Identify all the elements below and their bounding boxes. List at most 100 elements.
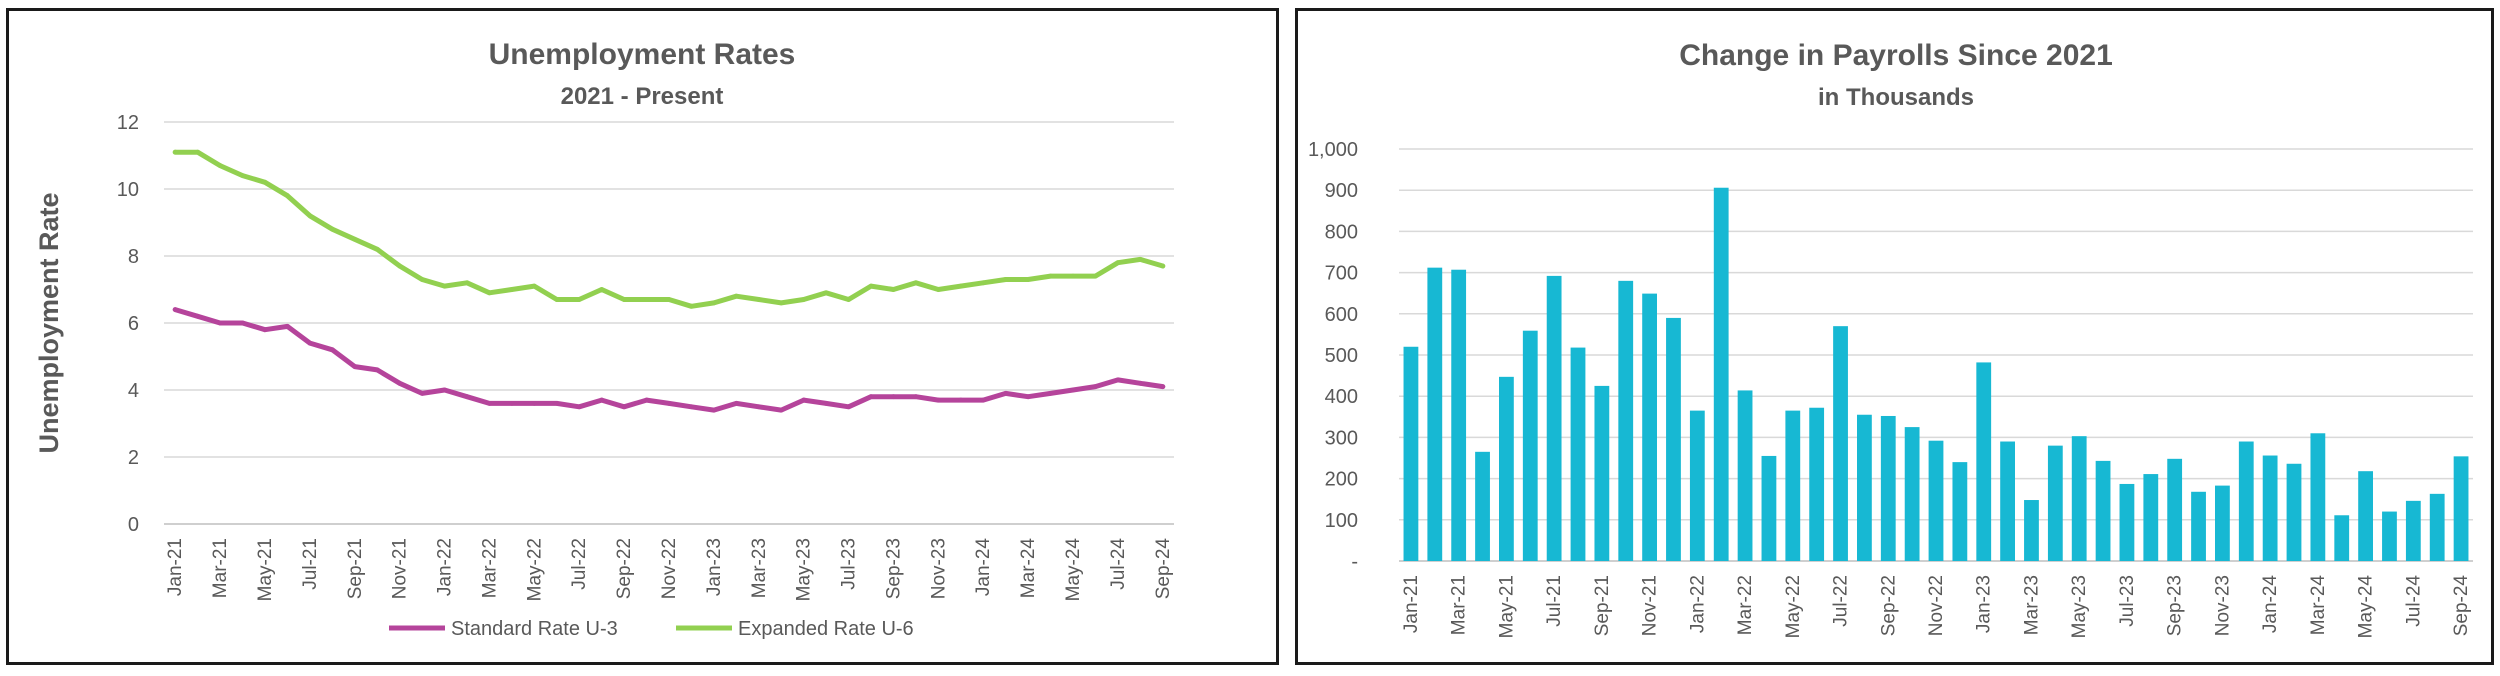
y-tick-label: 400 <box>1325 386 1358 408</box>
y-tick-label: 0 <box>128 514 139 536</box>
data-point <box>778 300 784 306</box>
data-point <box>1003 277 1009 282</box>
data-point <box>329 347 335 353</box>
data-point <box>756 404 762 410</box>
bar <box>2238 441 2254 561</box>
x-tick-label: Sep-24 <box>1153 538 1174 600</box>
data-point <box>419 390 425 396</box>
data-point <box>240 173 245 179</box>
x-tick-label: Sep-21 <box>345 538 366 599</box>
y-tick-label: 500 <box>1325 345 1358 367</box>
chart-subtitle: 2021 - Present <box>561 83 724 110</box>
bar <box>1952 462 1968 561</box>
y-tick-label: - <box>1351 551 1358 573</box>
bar <box>2071 436 2087 561</box>
payrolls-chart-panel: Change in Payrolls Since 2021 in Thousand… <box>1295 8 2494 665</box>
data-point <box>733 293 739 299</box>
data-point <box>1160 384 1166 390</box>
data-point <box>868 283 874 289</box>
data-point <box>599 287 605 292</box>
data-point <box>307 213 313 219</box>
data-point <box>1115 260 1121 266</box>
data-point <box>1048 390 1053 396</box>
y-tick-label: 800 <box>1325 221 1358 243</box>
bar <box>1880 415 1896 561</box>
bar <box>2310 433 2326 561</box>
bar <box>1761 455 1777 561</box>
bar <box>1904 427 1920 561</box>
x-tick-label: Jan-24 <box>2260 575 2281 634</box>
x-tick-label: Sep-21 <box>1592 575 1613 636</box>
data-point <box>1137 256 1143 262</box>
y-tick-label: 100 <box>1325 510 1358 532</box>
series-line-0 <box>172 307 1166 413</box>
x-tick-label: Sep-24 <box>2451 575 2472 637</box>
data-point <box>913 280 919 286</box>
bar <box>2215 485 2230 561</box>
data-point <box>823 401 829 406</box>
data-point <box>576 404 582 410</box>
y-tick-label: 700 <box>1325 263 1358 285</box>
data-point <box>397 263 403 269</box>
bar <box>2000 441 2015 561</box>
x-tick-label: Jul-24 <box>2403 575 2424 627</box>
x-tick-label: Nov-22 <box>1926 575 1947 636</box>
x-tick-label: Nov-23 <box>928 538 949 599</box>
x-tick-label: May-23 <box>794 538 815 601</box>
chart-title: Unemployment Rates <box>489 38 796 71</box>
bar <box>1928 440 1944 561</box>
data-point <box>464 280 470 286</box>
y-tick-label: 600 <box>1325 304 1358 326</box>
data-point <box>644 397 649 403</box>
bar <box>2334 515 2350 561</box>
data-point <box>958 397 964 403</box>
data-point <box>307 340 313 346</box>
bar <box>1642 293 1657 561</box>
data-point <box>733 401 739 406</box>
bar <box>1737 390 1753 561</box>
x-tick-label: Mar-24 <box>1018 538 1039 599</box>
bar <box>1618 280 1634 561</box>
x-tick-label: Jul-23 <box>839 538 860 590</box>
x-tick-label: May-21 <box>255 538 276 601</box>
data-point <box>1025 394 1031 400</box>
y-tick-label: 6 <box>128 313 139 335</box>
data-point <box>778 407 784 413</box>
data-point <box>599 397 605 403</box>
data-point <box>1093 384 1098 390</box>
data-point <box>531 401 537 406</box>
data-point <box>1070 273 1076 279</box>
x-tick-label: Jul-21 <box>1544 575 1565 627</box>
data-point <box>554 297 560 302</box>
data-point <box>913 394 919 400</box>
y-axis-label: Unemployment Rate <box>34 192 64 453</box>
y-tick-label: 300 <box>1325 427 1358 449</box>
bar <box>1785 410 1801 561</box>
x-tick-label: Jan-24 <box>973 538 994 597</box>
bar <box>1976 362 1992 561</box>
bar <box>2167 458 2183 561</box>
data-point <box>172 307 178 312</box>
x-tick-label: Nov-23 <box>2212 575 2233 636</box>
data-point <box>689 404 694 410</box>
data-point <box>554 401 560 406</box>
x-tick-label: May-21 <box>1496 575 1517 638</box>
bar <box>2262 455 2278 561</box>
bar <box>2405 500 2421 561</box>
x-tick-label: Mar-21 <box>210 538 231 598</box>
data-point <box>262 327 268 333</box>
data-point <box>980 280 986 286</box>
data-point <box>891 287 896 292</box>
x-tick-label: Mar-24 <box>2308 575 2329 636</box>
unemployment-chart: Unemployment Rates 2021 - Present 0 2 4 6 8 10 1… <box>34 38 1174 640</box>
bar <box>2453 456 2469 561</box>
data-point <box>509 287 515 292</box>
data-point <box>891 394 896 400</box>
x-tick-label: Mar-21 <box>1449 575 1470 635</box>
data-point <box>1115 377 1121 383</box>
x-tick-label: Jul-22 <box>569 538 590 590</box>
data-point <box>442 283 447 289</box>
bar <box>1403 346 1419 561</box>
bar <box>1499 376 1514 561</box>
data-point <box>935 397 941 403</box>
